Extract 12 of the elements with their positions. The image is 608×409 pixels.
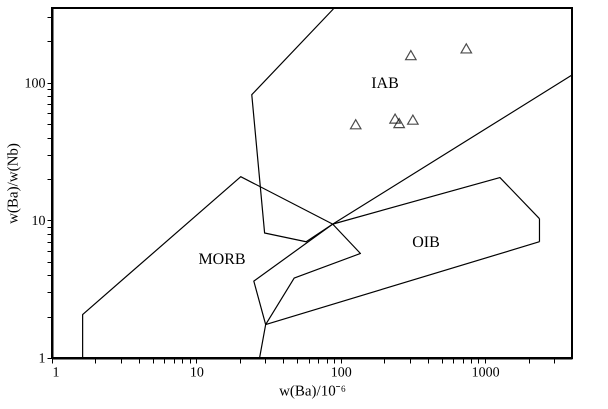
- annotation: OIB: [412, 234, 440, 251]
- annotation: IAB: [371, 75, 399, 92]
- y-tick-label: 100: [24, 76, 46, 92]
- x-tick-label: 1: [52, 366, 60, 380]
- y-tick-label: 1: [38, 352, 46, 366]
- x-tick-label: 10: [190, 366, 204, 380]
- annotation: MORB: [198, 251, 246, 268]
- x-axis-title: w(Ba)/10⁻⁶: [279, 384, 346, 400]
- x-tick-label: 1000: [472, 366, 500, 380]
- y-axis-title: w(Ba)/w(Nb): [6, 143, 22, 224]
- x-tick-label: 100: [330, 366, 352, 380]
- y-tick-label: 10: [32, 214, 46, 229]
